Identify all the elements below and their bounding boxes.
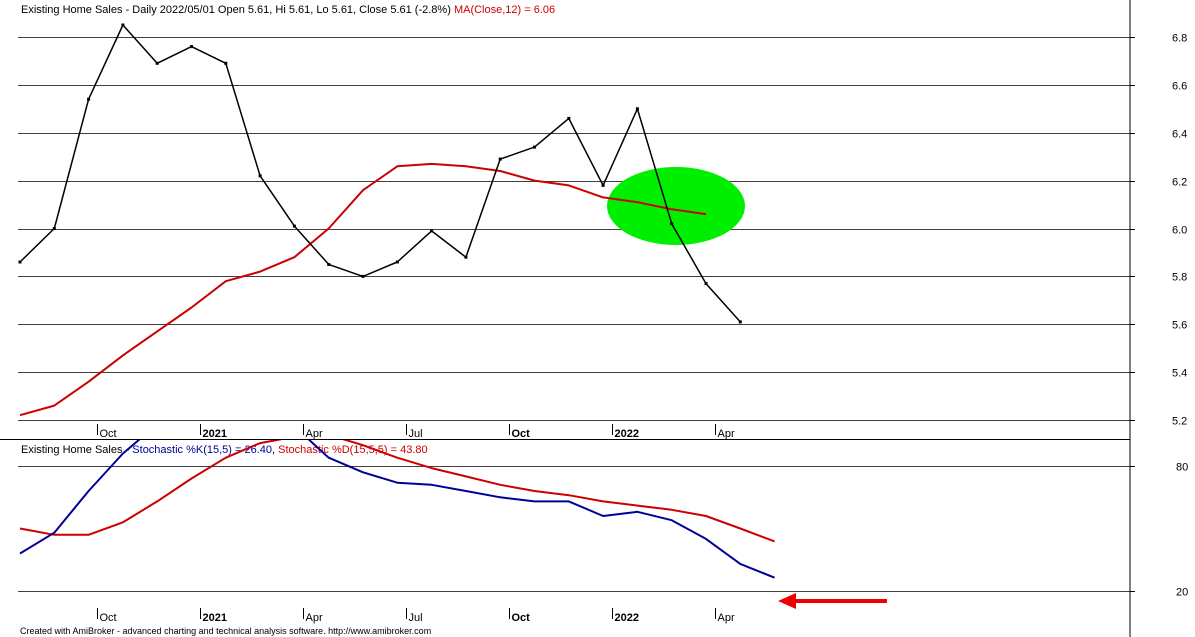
price-xtick-label: Apr — [718, 428, 735, 440]
stochastic-name: Existing Home Sales — [21, 444, 123, 456]
price-point — [670, 222, 674, 226]
price-ytick-label: 6.6 — [1172, 81, 1187, 93]
price-point — [430, 229, 434, 233]
price-ytick-label: 6.0 — [1172, 225, 1187, 237]
stochastic-ytick-label: 80 — [1176, 462, 1188, 474]
price-ytick-label: 5.4 — [1172, 368, 1187, 380]
stochastic-k-line — [19, 440, 775, 579]
price-chart-name: Existing Home Sales — [21, 4, 123, 16]
price-xtick-label: Oct — [100, 428, 117, 440]
stochastic-xtick-label: 2021 — [203, 612, 227, 624]
price-ytick-label: 5.8 — [1172, 272, 1187, 284]
price-chart-info: - Daily 2022/05/01 Open 5.61, Hi 5.61, L… — [125, 4, 451, 16]
stochastic-d-line — [19, 440, 775, 543]
price-xtick-label: Oct — [512, 428, 531, 440]
price-point — [567, 116, 571, 120]
price-point — [155, 61, 159, 65]
price-point — [52, 227, 56, 230]
price-point — [464, 255, 468, 259]
price-point — [190, 45, 193, 49]
price-point — [121, 23, 125, 27]
price-ytick-label: 6.4 — [1172, 129, 1187, 141]
ma-line — [19, 162, 707, 417]
price-point — [292, 224, 296, 228]
footer-credit: Created with AmiBroker - advanced charti… — [20, 626, 432, 636]
price-point — [327, 262, 331, 266]
price-xtick-label: Jul — [409, 428, 423, 440]
price-xtick-label: Apr — [306, 428, 323, 440]
price-point — [533, 145, 536, 149]
price-point — [18, 260, 22, 264]
price-chart-title: Existing Home Sales - Daily 2022/05/01 O… — [21, 4, 555, 16]
price-point — [635, 107, 639, 111]
price-ytick-label: 5.2 — [1172, 416, 1187, 428]
price-point — [498, 157, 502, 161]
stochastic-xtick-label: Apr — [718, 612, 735, 624]
price-point — [361, 274, 365, 278]
price-xtick-label: 2021 — [203, 428, 227, 440]
price-point — [258, 174, 262, 178]
stochastic-label-sep: , — [272, 444, 276, 456]
price-point — [87, 97, 91, 101]
stochastic-xtick-label: 2022 — [615, 612, 639, 624]
stochastic-xtick-label: Jul — [409, 612, 423, 624]
price-xtick-label: 2022 — [615, 428, 639, 440]
ma-label: MA(Close,12) = 6.06 — [453, 4, 556, 16]
price-point — [704, 282, 708, 286]
price-point — [224, 61, 228, 65]
red-arrow-head — [778, 593, 796, 609]
price-line — [19, 24, 741, 323]
price-ytick-label: 6.8 — [1172, 33, 1187, 45]
price-ytick-label: 6.2 — [1172, 177, 1187, 189]
highlight-ellipse — [607, 167, 745, 245]
stochastic-xtick-label: Apr — [306, 612, 323, 624]
price-point — [738, 320, 742, 324]
stochastic-xtick-label: Oct — [512, 612, 531, 624]
price-point — [395, 260, 399, 264]
stochastic-ytick-label: 20 — [1176, 587, 1188, 599]
price-ytick-label: 5.6 — [1172, 320, 1187, 332]
stochastic-xtick-label: Oct — [100, 612, 117, 624]
price-point — [601, 183, 605, 187]
